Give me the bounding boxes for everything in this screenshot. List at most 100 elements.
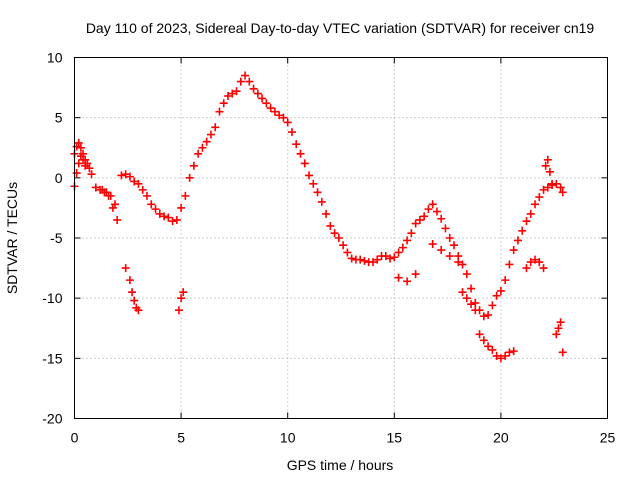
data-point — [211, 123, 220, 132]
data-point — [462, 270, 471, 279]
data-point — [513, 236, 522, 245]
data-point — [81, 161, 90, 170]
data-point — [548, 179, 557, 188]
data-point — [125, 276, 134, 285]
data-point — [232, 87, 241, 96]
data-point — [390, 253, 399, 262]
data-point — [501, 276, 510, 285]
data-point — [432, 207, 441, 216]
data-point — [539, 264, 548, 273]
data-point — [488, 345, 497, 354]
data-point — [174, 306, 183, 315]
data-point — [125, 172, 134, 181]
data-point — [130, 177, 139, 186]
data-point — [185, 173, 194, 182]
data-point — [266, 104, 275, 113]
data-point — [522, 217, 531, 226]
y-tick-label: -10 — [42, 290, 62, 306]
data-point — [531, 255, 540, 264]
data-point — [224, 92, 233, 101]
data-point — [484, 342, 493, 351]
data-point — [155, 209, 164, 218]
data-point — [194, 149, 203, 158]
data-point — [526, 209, 535, 218]
data-point — [556, 318, 565, 327]
x-tick-label: 25 — [600, 430, 616, 446]
data-point — [509, 246, 518, 255]
data-point — [87, 170, 96, 179]
data-point — [179, 288, 188, 297]
data-point — [518, 226, 527, 235]
data-point — [102, 188, 111, 197]
data-point — [202, 137, 211, 146]
data-point — [117, 171, 126, 180]
y-tick-label: -20 — [42, 411, 62, 427]
data-point — [403, 277, 412, 286]
data-point — [394, 273, 403, 282]
data-point — [488, 301, 497, 310]
data-point — [522, 264, 531, 273]
data-point — [407, 229, 416, 238]
grid-lines — [74, 57, 608, 419]
data-points — [70, 71, 567, 363]
data-point — [462, 294, 471, 303]
data-point — [356, 255, 365, 264]
data-point — [479, 336, 488, 345]
data-point — [545, 167, 554, 176]
data-point — [283, 118, 292, 127]
data-point — [189, 161, 198, 170]
data-point — [253, 89, 262, 98]
data-point — [445, 234, 454, 242]
data-point — [228, 89, 237, 98]
data-point — [168, 217, 177, 226]
data-point — [415, 215, 424, 224]
data-point — [279, 113, 288, 122]
data-point — [496, 286, 505, 295]
data-point — [411, 270, 420, 279]
data-point — [219, 99, 228, 108]
data-point — [428, 240, 437, 249]
data-point — [292, 140, 301, 149]
data-point — [334, 234, 343, 242]
data-point — [554, 324, 563, 333]
data-point — [556, 183, 565, 192]
y-axis-label: SDTVAR / TECUs — [4, 182, 20, 294]
data-point — [368, 258, 377, 267]
data-point — [287, 128, 296, 137]
data-point — [467, 284, 476, 293]
data-point — [198, 143, 207, 152]
data-point — [505, 260, 514, 269]
data-point — [76, 143, 85, 152]
data-point — [258, 94, 267, 103]
data-point — [270, 107, 279, 116]
data-point — [98, 185, 107, 194]
data-point — [558, 348, 567, 357]
data-point — [539, 185, 548, 194]
data-point — [492, 351, 501, 360]
data-point — [403, 236, 412, 245]
data-point — [275, 111, 284, 120]
data-point — [343, 248, 352, 257]
data-point — [531, 200, 540, 209]
data-point — [501, 351, 510, 360]
data-point — [236, 77, 245, 86]
data-point — [72, 169, 81, 178]
data-point — [245, 77, 254, 86]
data-point — [445, 252, 454, 261]
data-point — [206, 130, 215, 139]
data-point — [424, 205, 433, 214]
chart-title: Day 110 of 2023, Sidereal Day-to-day VTE… — [86, 20, 595, 36]
data-point — [535, 193, 544, 202]
axis-ticks — [74, 57, 608, 419]
data-point — [300, 159, 309, 168]
data-point — [305, 171, 314, 180]
data-point — [471, 298, 480, 307]
x-tick-label: 20 — [493, 430, 509, 446]
data-point — [106, 191, 115, 200]
data-point — [373, 255, 382, 264]
data-point — [496, 354, 505, 363]
x-tick-label: 0 — [71, 430, 79, 446]
data-point — [458, 260, 467, 269]
data-point — [172, 215, 181, 224]
data-point — [437, 214, 446, 223]
